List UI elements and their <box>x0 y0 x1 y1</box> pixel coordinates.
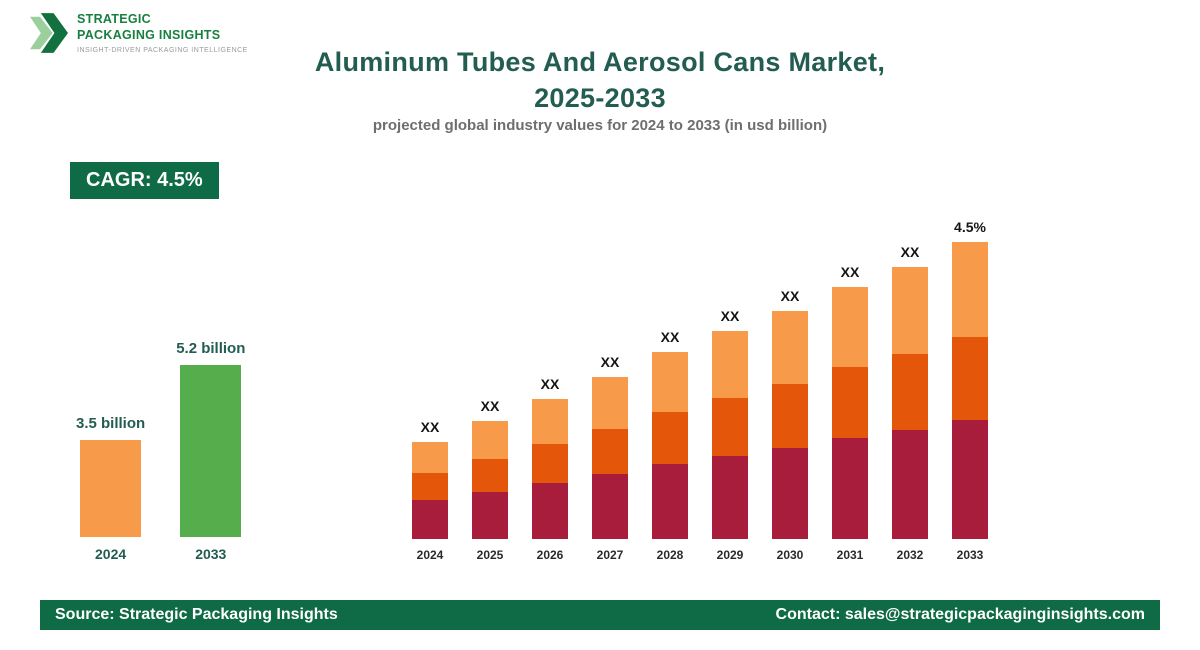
stacked-bar <box>892 267 928 539</box>
stacked-bar-middle-segment <box>892 354 928 430</box>
stacked-bar-value-label: XX <box>780 288 800 304</box>
stacked-bar-group: XX 2025 <box>472 398 508 562</box>
logo-tagline: INSIGHT-DRIVEN PACKAGING INTELLIGENCE <box>77 47 248 55</box>
stacked-bar-group: XX 2028 <box>652 329 688 562</box>
summary-bar-value-label: 5.2 billion <box>176 340 246 357</box>
stacked-bar-middle-segment <box>952 337 988 420</box>
stacked-bar-middle-segment <box>772 384 808 448</box>
stacked-bar-group: XX 2024 <box>412 419 448 562</box>
cagr-badge: CAGR: 4.5% <box>70 162 219 199</box>
stacked-bar-top-segment <box>472 421 508 459</box>
stacked-bar-group: XX 2030 <box>772 288 808 562</box>
page-title: Aluminum Tubes And Aerosol Cans Market, … <box>0 44 1200 116</box>
stacked-bar-group: XX 2031 <box>832 264 868 562</box>
stacked-bar-value-label: 4.5% <box>954 219 986 235</box>
stacked-bar-bottom-segment <box>952 420 988 539</box>
stacked-bar-bottom-segment <box>652 464 688 539</box>
logo-line2: PACKAGING INSIGHTS <box>77 27 221 42</box>
stacked-bar <box>712 331 748 539</box>
stacked-bar-top-segment <box>892 267 928 354</box>
page-title-line2: 2025-2033 <box>534 83 666 113</box>
stacked-bar-top-segment <box>652 352 688 412</box>
stacked-bar-year-label: 2024 <box>416 548 444 562</box>
stacked-bar-top-segment <box>532 399 568 444</box>
stacked-bar <box>532 399 568 539</box>
stacked-bar-bottom-segment <box>472 492 508 539</box>
stacked-bar-year-label: 2033 <box>956 548 984 562</box>
stacked-bar-bottom-segment <box>592 474 628 539</box>
logo: STRATEGIC PACKAGING INSIGHTS INSIGHT-DRI… <box>30 12 248 54</box>
stacked-bar-bottom-segment <box>892 430 928 539</box>
stacked-bar <box>772 311 808 539</box>
summary-bar-group: 5.2 billion 2033 <box>176 340 245 562</box>
summary-bar <box>180 365 242 537</box>
stacked-chart: XX 2024 XX 2025 XX 2026 XX 2027 XX 2028 XX 2029 XX 20… <box>412 219 988 562</box>
stacked-bar-middle-segment <box>712 398 748 456</box>
stacked-bar-group: 4.5% 2033 <box>952 219 988 562</box>
logo-chevron-icon <box>30 13 68 53</box>
stacked-bar <box>832 287 868 539</box>
stacked-bar-group: XX 2026 <box>532 376 568 562</box>
logo-line1: STRATEGIC <box>77 12 151 26</box>
stacked-bar-top-segment <box>952 242 988 337</box>
page-title-line1: Aluminum Tubes And Aerosol Cans Market, <box>314 47 886 77</box>
stacked-bar-year-label: 2025 <box>476 548 504 562</box>
stacked-bar-top-segment <box>832 287 868 367</box>
stacked-bar-middle-segment <box>412 473 448 500</box>
summary-bar-value-label: 3.5 billion <box>76 415 146 432</box>
stacked-bar-value-label: XX <box>540 376 560 392</box>
stacked-bar-year-label: 2031 <box>836 548 864 562</box>
stacked-bar-year-label: 2032 <box>896 548 924 562</box>
stacked-bar-middle-segment <box>472 459 508 492</box>
logo-text: STRATEGIC PACKAGING INSIGHTS INSIGHT-DRI… <box>77 12 248 54</box>
stacked-bar-value-label: XX <box>900 244 920 260</box>
stacked-bar <box>412 442 448 539</box>
stacked-bar-group: XX 2029 <box>712 308 748 562</box>
stacked-bar-year-label: 2026 <box>536 548 564 562</box>
stacked-bar-group: XX 2032 <box>892 244 928 562</box>
summary-bar-year-label: 2033 <box>195 546 227 562</box>
stacked-bar <box>472 421 508 539</box>
stacked-bar-year-label: 2028 <box>656 548 684 562</box>
stacked-bar-bottom-segment <box>532 483 568 539</box>
stacked-bar-value-label: XX <box>480 398 500 414</box>
stacked-bar-middle-segment <box>592 429 628 474</box>
stacked-bar-value-label: XX <box>720 308 740 324</box>
stacked-bar-bottom-segment <box>832 438 868 539</box>
stacked-bar-top-segment <box>592 377 628 429</box>
stacked-bar <box>652 352 688 539</box>
stacked-bar-year-label: 2030 <box>776 548 804 562</box>
stacked-bar-top-segment <box>412 442 448 473</box>
stacked-bar-value-label: XX <box>420 419 440 435</box>
stacked-bar-bottom-segment <box>712 456 748 539</box>
stacked-bar-value-label: XX <box>600 354 620 370</box>
footer-contact: Contact: sales@strategicpackaginginsight… <box>775 606 1145 623</box>
stacked-bar-middle-segment <box>652 412 688 464</box>
stacked-bar-year-label: 2027 <box>596 548 624 562</box>
summary-bar <box>80 440 142 537</box>
logo-title: STRATEGIC PACKAGING INSIGHTS <box>77 12 248 43</box>
stacked-bar <box>592 377 628 539</box>
stacked-bar-value-label: XX <box>660 329 680 345</box>
page-subtitle: projected global industry values for 202… <box>372 117 828 134</box>
summary-bar-group: 3.5 billion 2024 <box>76 415 145 562</box>
stacked-bar-top-segment <box>772 311 808 384</box>
stacked-bar-bottom-segment <box>772 448 808 539</box>
stacked-bar-top-segment <box>712 331 748 398</box>
stacked-bar-bottom-segment <box>412 500 448 539</box>
stacked-bar <box>952 242 988 539</box>
footer-source: Source: Strategic Packaging Insights <box>55 606 338 623</box>
footer-bar: Source: Strategic Packaging Insights Con… <box>40 600 1160 630</box>
summary-chart: 3.5 billion 2024 5.2 billion 2033 <box>76 340 245 562</box>
stacked-bar-year-label: 2029 <box>716 548 744 562</box>
stacked-bar-value-label: XX <box>840 264 860 280</box>
stacked-bar-middle-segment <box>532 444 568 483</box>
stacked-bar-middle-segment <box>832 367 868 438</box>
stacked-bar-group: XX 2027 <box>592 354 628 562</box>
summary-bar-year-label: 2024 <box>95 546 127 562</box>
